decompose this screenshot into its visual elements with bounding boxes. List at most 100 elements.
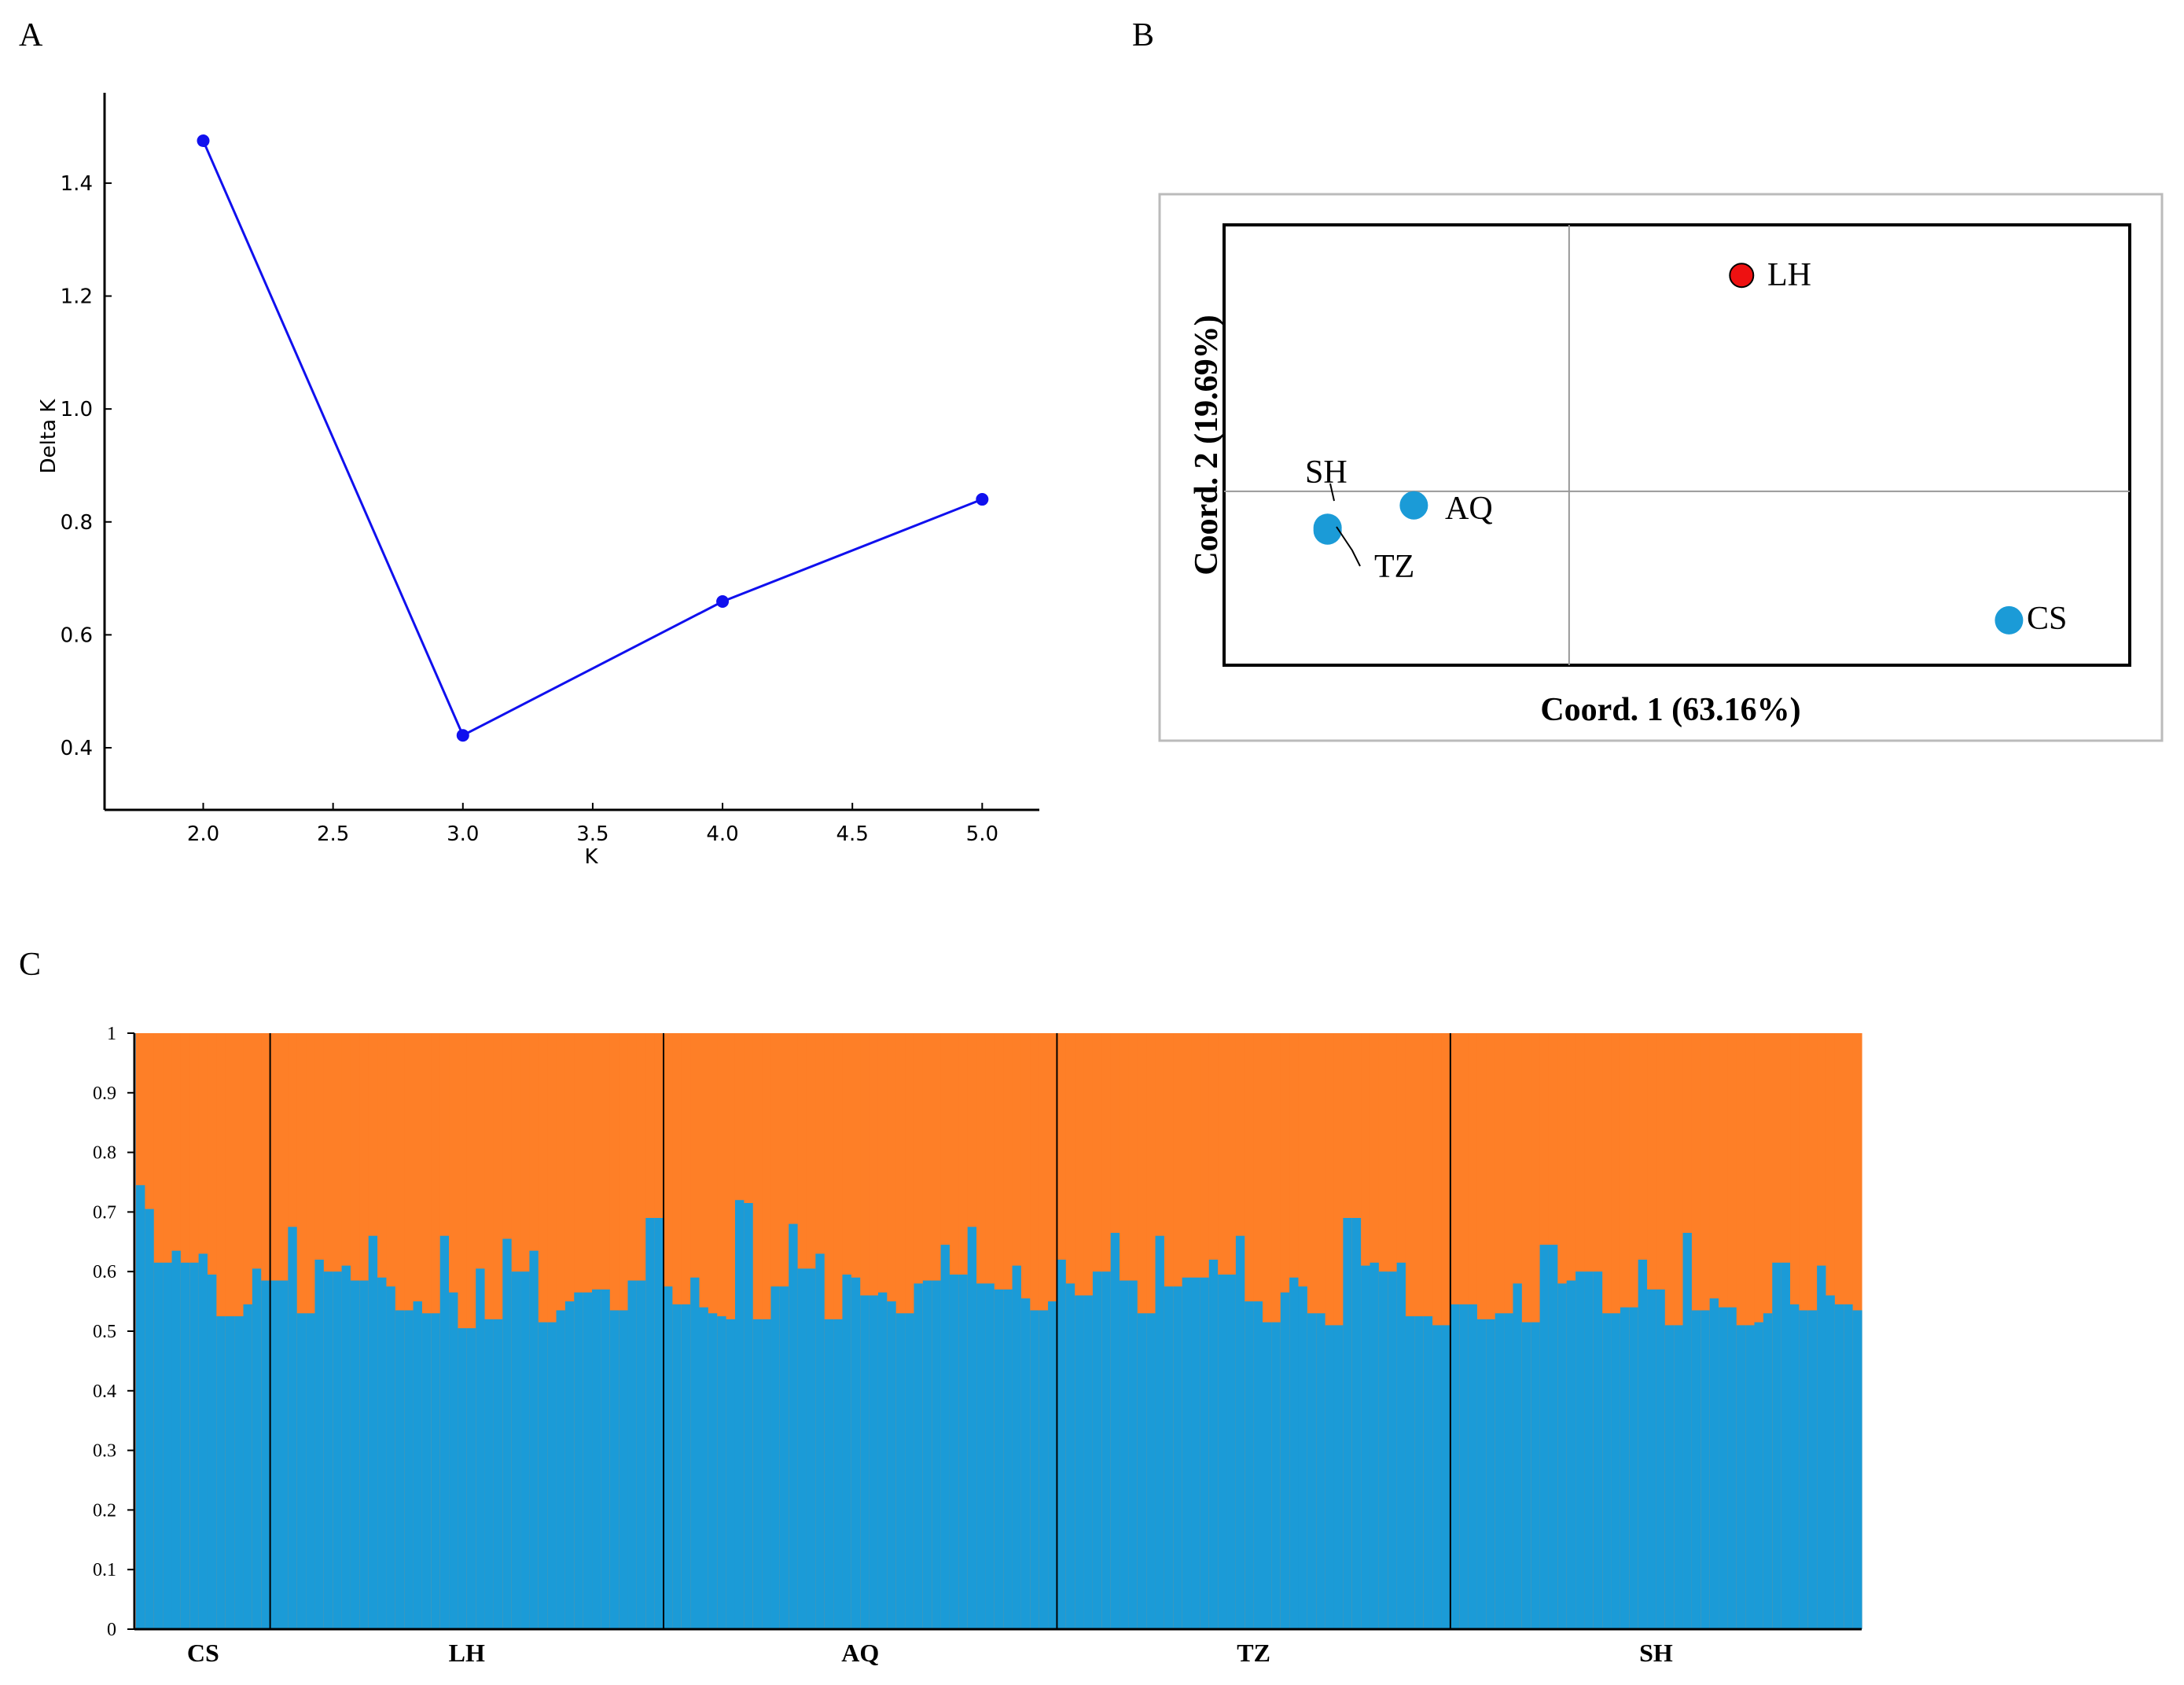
bar-blue bbox=[296, 1313, 307, 1629]
bar-blue bbox=[180, 1262, 190, 1629]
bar-blue bbox=[288, 1227, 298, 1629]
group-label: AQ bbox=[841, 1639, 879, 1667]
a-y-tick-label: 1.2 bbox=[61, 285, 93, 309]
bar-blue bbox=[1351, 1217, 1362, 1629]
bar-blue bbox=[547, 1322, 557, 1629]
panel-c: C 0 0.1 0.2 0.3 0.4 0.5 0.6 0.7 0.8 0.9 1 CS LH AQ TZ… bbox=[19, 947, 1862, 1667]
bar-blue bbox=[1432, 1325, 1443, 1629]
bar-blue bbox=[932, 1280, 942, 1629]
bar-blue bbox=[824, 1319, 834, 1629]
bar-blue bbox=[421, 1313, 432, 1629]
bar-blue bbox=[1020, 1298, 1031, 1629]
bar-blue bbox=[1057, 1260, 1067, 1629]
bar-blue bbox=[314, 1260, 325, 1629]
bar-blue bbox=[1030, 1310, 1040, 1629]
bar-blue bbox=[1370, 1262, 1380, 1629]
bar-blue bbox=[252, 1268, 262, 1629]
bar-blue bbox=[815, 1253, 825, 1629]
bar-blue bbox=[1682, 1232, 1693, 1629]
panel-a: A 2.0 2.5 3.0 3.5 4.0 4.5 5.0 0.4 0.6 0.8 1.0 1.2 1… bbox=[19, 17, 1039, 869]
bar-blue bbox=[645, 1217, 656, 1629]
bar-blue bbox=[877, 1292, 888, 1629]
a-x-tick-label: 4.5 bbox=[836, 822, 869, 846]
bar-blue bbox=[833, 1319, 844, 1629]
bar-blue bbox=[1799, 1310, 1809, 1629]
bar-blue bbox=[1083, 1295, 1094, 1629]
bar-blue bbox=[1638, 1260, 1648, 1629]
bar-blue bbox=[511, 1271, 521, 1629]
a-y-tick-label: 0.6 bbox=[61, 624, 93, 647]
pcoa-points bbox=[1313, 263, 2024, 635]
bar-blue bbox=[770, 1286, 781, 1629]
a-x-tick-label: 3.0 bbox=[447, 822, 479, 846]
bar-blue bbox=[976, 1283, 987, 1629]
bar-blue bbox=[717, 1316, 727, 1629]
bar-blue bbox=[1120, 1280, 1130, 1629]
bar-blue bbox=[958, 1274, 969, 1629]
bar-blue bbox=[1468, 1304, 1478, 1629]
point-aq bbox=[1399, 491, 1428, 520]
b-x-label: Coord. 1 (63.16%) bbox=[1540, 692, 1800, 728]
a-x-tick-label: 3.5 bbox=[576, 822, 609, 846]
bar-blue bbox=[609, 1310, 620, 1629]
bar-blue bbox=[1137, 1313, 1147, 1629]
bar-blue bbox=[708, 1313, 718, 1629]
bar-blue bbox=[431, 1313, 441, 1629]
group-label: CS bbox=[187, 1639, 219, 1667]
bar-blue bbox=[1173, 1286, 1183, 1629]
bar-blue bbox=[789, 1223, 799, 1629]
bar-blue bbox=[1495, 1313, 1505, 1629]
delta-k-point bbox=[456, 729, 469, 742]
c-y-tick-label: 0.7 bbox=[93, 1202, 116, 1223]
bar-blue bbox=[520, 1271, 531, 1629]
bar-blue bbox=[1513, 1283, 1523, 1629]
bar-blue bbox=[1504, 1313, 1514, 1629]
bar-blue bbox=[1539, 1245, 1550, 1629]
bar-blue bbox=[985, 1283, 995, 1629]
point-cs bbox=[1995, 605, 2024, 635]
bar-blue bbox=[887, 1301, 897, 1629]
bar-blue bbox=[1128, 1280, 1138, 1629]
bar-blue bbox=[171, 1250, 182, 1629]
bar-blue bbox=[1012, 1265, 1022, 1629]
bar-blue bbox=[1325, 1325, 1335, 1629]
a-y-ticks: 0.4 0.6 0.8 1.0 1.2 1.4 bbox=[61, 172, 112, 760]
bar-blue bbox=[556, 1310, 566, 1629]
bar-blue bbox=[1817, 1265, 1827, 1629]
a-y-label: Delta K bbox=[37, 399, 61, 474]
bar-blue bbox=[1647, 1289, 1657, 1629]
bar-blue bbox=[994, 1289, 1004, 1629]
bar-blue bbox=[1048, 1301, 1058, 1629]
bar-blue bbox=[1101, 1271, 1112, 1629]
bar-blue bbox=[1790, 1304, 1800, 1629]
bar-blue bbox=[851, 1277, 861, 1629]
bar-blue bbox=[1781, 1262, 1791, 1629]
bar-blue bbox=[1674, 1325, 1684, 1629]
bar-blue bbox=[940, 1245, 950, 1629]
bar-blue bbox=[359, 1280, 370, 1629]
c-y-tick-label: 0.6 bbox=[93, 1262, 116, 1282]
bar-blue bbox=[1333, 1325, 1344, 1629]
bar-blue bbox=[1405, 1316, 1415, 1629]
bar-blue bbox=[1423, 1316, 1433, 1629]
bar-blue bbox=[922, 1280, 932, 1629]
bar-blue bbox=[1110, 1232, 1120, 1629]
bar-blue bbox=[145, 1209, 155, 1629]
bar-blue bbox=[413, 1301, 423, 1629]
bar-blue bbox=[270, 1280, 280, 1629]
b-outer-frame bbox=[1158, 193, 2164, 742]
bar-blue bbox=[1298, 1286, 1308, 1629]
b-y-label: Coord. 2 (19.69%) bbox=[1189, 315, 1225, 575]
bar-blue bbox=[350, 1280, 360, 1629]
bar-blue bbox=[306, 1313, 316, 1629]
bar-blue bbox=[664, 1286, 673, 1629]
bar-blue bbox=[1719, 1307, 1729, 1629]
bar-blue bbox=[1763, 1313, 1773, 1629]
bar-blue bbox=[1307, 1313, 1317, 1629]
bar-blue bbox=[1826, 1295, 1836, 1629]
bar-blue bbox=[333, 1271, 343, 1629]
panel-label-a: A bbox=[19, 17, 43, 53]
bar-blue bbox=[1521, 1322, 1531, 1629]
c-y-tick-label: 0.4 bbox=[93, 1381, 116, 1402]
bar-blue bbox=[734, 1200, 745, 1629]
